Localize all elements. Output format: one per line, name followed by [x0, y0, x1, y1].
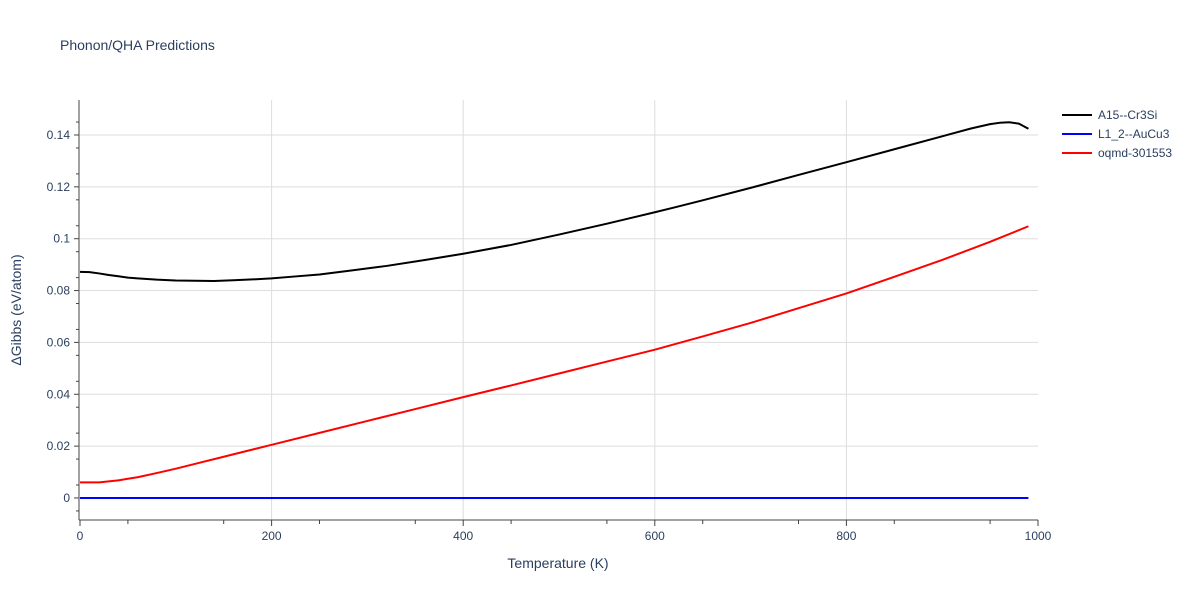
y-tick-label: 0.14	[47, 128, 71, 142]
series-line-A15--Cr3Si	[79, 121, 1029, 282]
y-tick-label: 0.08	[47, 284, 71, 298]
y-axis-title: ΔGibbs (eV/atom)	[8, 254, 24, 365]
legend-item[interactable]: oqmd-301553	[1062, 146, 1172, 160]
series-lines	[79, 121, 1029, 499]
x-tick-label: 200	[262, 529, 282, 543]
y-tick-label: 0.02	[47, 439, 71, 453]
legend-label: A15--Cr3Si	[1098, 108, 1157, 122]
legend[interactable]: A15--Cr3Si L1_2--AuCu3 oqmd-301553	[1062, 108, 1172, 160]
y-tick-label: 0.12	[47, 180, 71, 194]
legend-label: oqmd-301553	[1098, 146, 1172, 160]
y-tick-label: 0.1	[53, 232, 70, 246]
x-tick-label: 600	[645, 529, 665, 543]
legend-item[interactable]: A15--Cr3Si	[1062, 108, 1157, 122]
y-tick-label: 0	[63, 491, 70, 505]
x-tick-label: 800	[836, 529, 856, 543]
y-tick-label: 0.06	[47, 335, 71, 349]
legend-item[interactable]: L1_2--AuCu3	[1062, 127, 1170, 141]
x-tick-label: 0	[77, 529, 84, 543]
chart-title: Phonon/QHA Predictions	[60, 37, 215, 53]
x-axis-title: Temperature (K)	[507, 555, 608, 571]
legend-label: L1_2--AuCu3	[1098, 127, 1170, 141]
series-line-oqmd-301553	[80, 225, 1029, 484]
y-tick-label: 0.04	[47, 387, 71, 401]
x-tick-label: 400	[453, 529, 473, 543]
x-tick-label: 1000	[1025, 529, 1052, 543]
grid-lines	[80, 100, 1038, 520]
axes: 0 0.02 0.04 0.06 0.08 0.1 0.12 0.14 0 200 400 600 80…	[47, 100, 1052, 543]
